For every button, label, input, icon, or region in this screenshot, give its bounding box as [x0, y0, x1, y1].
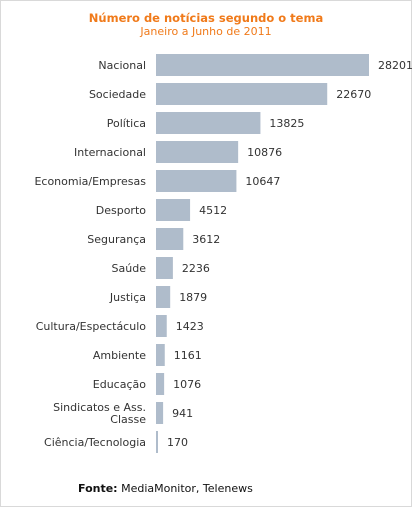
value-label-internacional: 10876: [247, 146, 282, 159]
chart-subtitle: Janeiro a Junho de 2011: [140, 25, 272, 38]
category-label-sociedade: Sociedade: [89, 88, 146, 101]
bar-internacional: [156, 141, 239, 163]
category-label-internacional: Internacional: [74, 146, 146, 159]
value-label-educacao: 1076: [173, 378, 201, 391]
category-label-economia-empresas: Economia/Empresas: [34, 175, 146, 188]
category-label-ciencia-tecnologia: Ciência/Tecnologia: [44, 436, 146, 449]
value-label-sindicatos-e-ass-classe: 941: [172, 407, 193, 420]
bar-desporto: [156, 199, 191, 221]
bar-educacao: [156, 373, 165, 395]
category-label-politica: Política: [107, 117, 146, 130]
category-label-cultura-espectaculo: Cultura/Espectáculo: [36, 320, 147, 333]
bar-cultura-espectaculo: [156, 315, 167, 337]
chart-title: Número de notícias segundo o tema: [88, 11, 324, 25]
category-label-nacional: Nacional: [98, 59, 146, 72]
value-label-ambiente: 1161: [174, 349, 202, 362]
value-label-desporto: 4512: [199, 204, 227, 217]
bar-chart: Nacional 28201 Sociedade 22670 Política 13825…: [34, 54, 412, 453]
bar-politica: [156, 112, 261, 134]
value-label-economia-empresas: 10647: [245, 175, 280, 188]
bar-seguranca: [156, 228, 184, 250]
value-label-seguranca: 3612: [192, 233, 220, 246]
value-label-ciencia-tecnologia: 170: [167, 436, 188, 449]
source-label: Fonte:: [78, 482, 118, 495]
source-text: MediaMonitor, Telenews: [117, 482, 253, 495]
bar-ciencia-tecnologia: [156, 431, 158, 453]
value-label-justica: 1879: [179, 291, 207, 304]
bar-ambiente: [156, 344, 165, 366]
value-label-politica: 13825: [269, 117, 304, 130]
value-label-nacional: 28201: [378, 59, 412, 72]
bar-nacional: [156, 54, 369, 76]
category-label-seguranca: Segurança: [87, 233, 146, 246]
bar-sindicatos-e-ass-classe: [156, 402, 164, 424]
source-note: Fonte: MediaMonitor, Telenews: [78, 482, 253, 495]
bar-economia-empresas: [156, 170, 237, 192]
bar-justica: [156, 286, 171, 308]
category-label-desporto: Desporto: [96, 204, 147, 217]
value-label-saude: 2236: [182, 262, 210, 275]
category-label-saude: Saúde: [112, 262, 147, 275]
bar-saude: [156, 257, 173, 279]
value-label-sociedade: 22670: [336, 88, 371, 101]
category-label-justica: Justiça: [109, 291, 146, 304]
category-label-sindicatos-e-ass-classe: Sindicatos e Ass. Classe: [53, 401, 146, 426]
category-label-educacao: Educação: [93, 378, 146, 391]
bar-sociedade: [156, 83, 328, 105]
value-label-cultura-espectaculo: 1423: [176, 320, 204, 333]
category-label-ambiente: Ambiente: [93, 349, 146, 362]
